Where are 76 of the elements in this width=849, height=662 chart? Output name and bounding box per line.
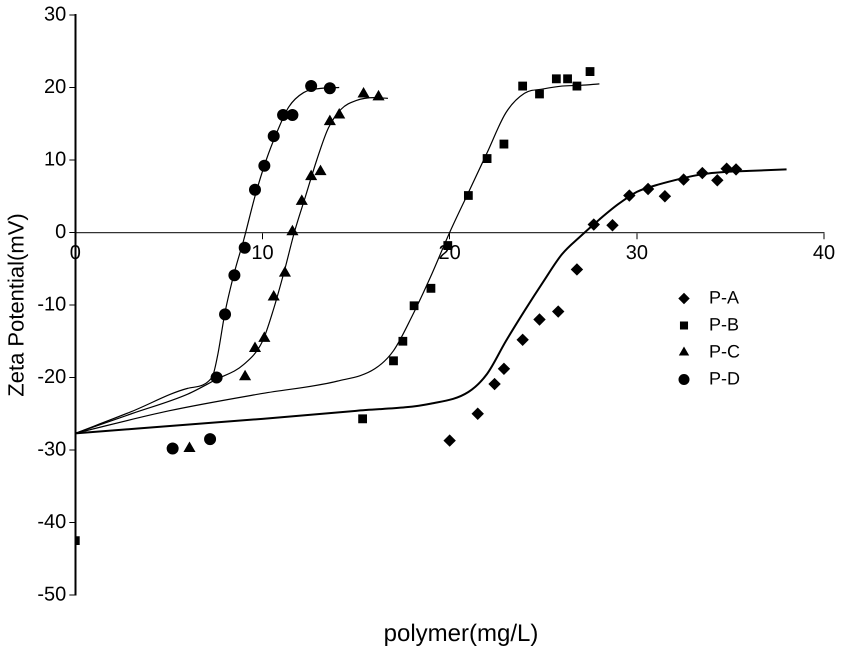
point	[444, 434, 456, 447]
point	[334, 108, 345, 119]
point	[572, 82, 582, 90]
point	[305, 170, 317, 180]
point	[642, 183, 654, 195]
point	[696, 167, 708, 180]
point	[398, 336, 408, 346]
point	[238, 242, 251, 254]
point	[570, 263, 583, 276]
y-axis-title: Zeta Potential(mV)	[3, 213, 28, 397]
y-tick-label: -40	[37, 511, 66, 534]
point	[533, 314, 546, 326]
point	[720, 162, 733, 175]
point	[204, 433, 216, 446]
point	[500, 140, 508, 148]
point	[586, 67, 594, 76]
point	[389, 356, 398, 366]
point	[324, 82, 336, 94]
point	[464, 191, 473, 200]
point	[279, 266, 291, 277]
point	[210, 372, 223, 384]
point	[588, 218, 600, 231]
point	[268, 290, 280, 301]
legend-label: P-C	[709, 341, 740, 362]
point	[305, 80, 318, 92]
point	[258, 160, 270, 172]
point	[658, 190, 671, 202]
point	[516, 334, 529, 346]
point	[535, 90, 544, 98]
point	[711, 174, 724, 186]
point	[228, 269, 240, 282]
point	[518, 82, 528, 90]
point	[623, 190, 636, 202]
legend-label: P-A	[709, 287, 740, 308]
point	[730, 163, 742, 176]
point	[286, 225, 298, 236]
y-tick-label: -30	[37, 438, 66, 461]
point	[426, 284, 436, 293]
x-tick-label: 40	[812, 242, 836, 264]
point	[324, 115, 336, 126]
x-tick-label: 10	[251, 242, 274, 264]
point	[472, 408, 484, 420]
point	[358, 88, 370, 98]
point	[563, 74, 572, 84]
legend-label: P-D	[709, 368, 740, 388]
y-tick-label: -10	[37, 294, 66, 316]
point	[314, 165, 326, 176]
point	[482, 154, 492, 163]
point	[498, 362, 510, 375]
y-tick-label: 30	[44, 4, 66, 26]
point	[239, 370, 251, 380]
y-tick-label: -50	[37, 584, 66, 606]
point	[248, 184, 261, 196]
y-tick-label: 0	[55, 221, 66, 244]
point	[296, 194, 308, 205]
point	[268, 130, 280, 142]
point	[606, 219, 618, 232]
point	[372, 90, 384, 100]
point	[678, 174, 690, 186]
y-tick-label: 10	[44, 148, 66, 171]
y-tick-label: -20	[37, 366, 66, 388]
point	[249, 342, 261, 352]
legend-label: P-B	[709, 314, 740, 334]
y-tick-label: 20	[44, 76, 66, 98]
point	[286, 109, 298, 122]
point	[410, 301, 418, 310]
point	[258, 332, 270, 342]
point	[552, 74, 561, 84]
point	[552, 306, 564, 318]
point	[166, 442, 179, 455]
point	[219, 308, 232, 320]
x-tick-label: 30	[626, 242, 648, 264]
point	[488, 378, 501, 390]
point	[358, 414, 368, 424]
point	[184, 442, 196, 452]
x-axis-title: polymer(mg/L)	[382, 620, 540, 648]
